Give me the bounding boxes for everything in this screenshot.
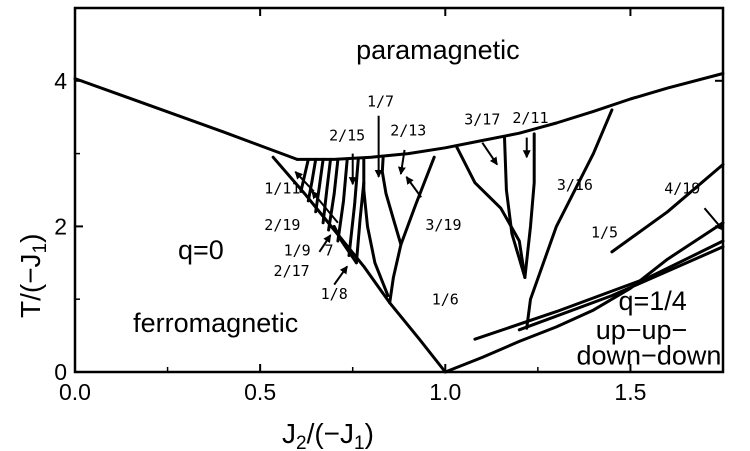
phase-boundary-10 <box>454 144 527 279</box>
fraction-label-11: 2/17 <box>274 262 310 280</box>
phase-boundary-0 <box>73 77 299 161</box>
region-labels: paramagnetic q=0 ferromagnetic q=1/4up−up−d… <box>133 35 721 371</box>
phase-boundary-20 <box>347 157 360 257</box>
label-arrow-0 <box>294 171 315 193</box>
phase-boundary-21 <box>332 224 358 265</box>
region-label-q14: q=1/4 <box>618 286 686 316</box>
fraction-label-5: 3/16 <box>557 176 593 194</box>
fraction-label-13: 1/6 <box>432 290 459 308</box>
phase-boundary-15 <box>306 157 318 203</box>
phase-boundary-17 <box>321 157 332 225</box>
phase-boundary-22 <box>354 181 366 265</box>
phase-boundary-13 <box>525 108 614 330</box>
fraction-label-7: 2/19 <box>264 216 300 234</box>
axis-ticks: 0.0 0.5 1.0 1.5 0 2 4 <box>54 8 723 405</box>
fraction-label-14: 1/5 <box>591 223 618 241</box>
phase-boundary-4 <box>473 239 725 341</box>
region-label-downdown: down−down <box>577 341 722 371</box>
fraction-label-15: 4/19 <box>664 180 700 198</box>
region-label-ferromagnetic: ferromagnetic <box>133 308 298 338</box>
phase-boundary-19 <box>336 157 349 243</box>
y-tick-label-2: 4 <box>54 68 67 94</box>
label-arrow-6 <box>405 176 423 198</box>
phase-boundary-16 <box>314 157 325 214</box>
phase-boundary-1 <box>295 72 725 161</box>
phase-boundary-18 <box>327 157 340 232</box>
fraction-label-12: 1/8 <box>321 285 348 303</box>
phase-boundary-3 <box>443 221 725 374</box>
phase-boundary-2 <box>271 155 447 374</box>
plot-frame <box>73 6 725 374</box>
fraction-label-8: 3/19 <box>425 216 461 234</box>
label-arrow-8 <box>318 234 332 253</box>
fraction-label-10: 7 <box>325 242 334 260</box>
fraction-label-9: 1/9 <box>284 242 311 260</box>
region-label-paramagnetic: paramagnetic <box>356 35 520 65</box>
label-arrow-9 <box>333 265 348 286</box>
x-tick-label-0: 0.0 <box>59 379 91 405</box>
x-tick-label-2: 1.0 <box>429 379 461 405</box>
fraction-label-1: 2/15 <box>329 126 365 144</box>
region-label-q0: q=0 <box>178 235 224 265</box>
fraction-label-4: 2/11 <box>512 109 548 127</box>
phase-boundary-6 <box>610 163 725 254</box>
label-arrow-4 <box>481 142 498 166</box>
fraction-label-6: 1/11 <box>264 180 300 198</box>
x-tick-label-3: 1.5 <box>614 379 646 405</box>
phase-boundary-8 <box>380 156 403 247</box>
fraction-label-3: 3/17 <box>464 110 500 128</box>
phase-boundary-11 <box>523 132 536 279</box>
phase-boundary-12 <box>503 136 527 279</box>
region-label-upup: up−up− <box>596 315 688 345</box>
y-axis-label: T/(−J1) <box>15 234 51 318</box>
phase-boundary-5 <box>517 245 725 332</box>
fraction-label-0: 1/7 <box>367 92 394 110</box>
y-tick-label-1: 2 <box>54 213 67 239</box>
label-arrow-3 <box>397 149 406 175</box>
x-axis-label: J2/(−J1) <box>282 418 374 451</box>
y-tick-label-0: 0 <box>54 359 67 385</box>
phase-boundary-14 <box>299 157 310 193</box>
phase-boundaries <box>73 72 725 374</box>
fraction-labels: 1/72/15 2/13 3/17 2/11 3/16 1/11 2/19 3/19 1/9 72… <box>264 92 700 308</box>
label-arrow-7 <box>311 190 339 224</box>
label-arrows <box>294 115 724 286</box>
fraction-label-2: 2/13 <box>390 121 426 139</box>
phase-boundary-9 <box>362 156 390 298</box>
x-tick-label-1: 0.5 <box>244 379 276 405</box>
